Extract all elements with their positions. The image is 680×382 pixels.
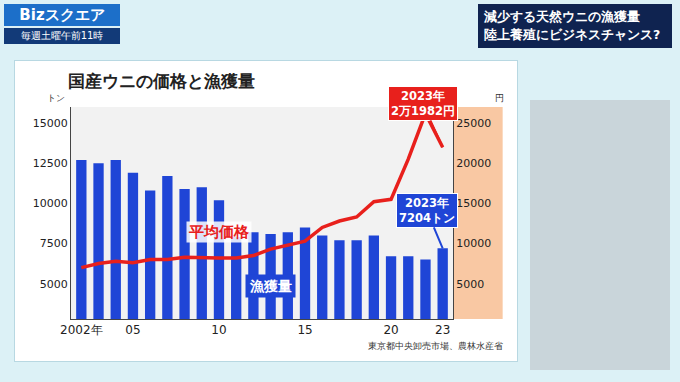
svg-text:2023年7204トン: 2023年7204トン (399, 196, 455, 225)
svg-text:15000: 15000 (33, 117, 68, 130)
svg-text:トン: トン (47, 93, 65, 103)
svg-text:国産ウニの価格と漁獲量: 国産ウニの価格と漁獲量 (68, 71, 255, 91)
svg-text:12500: 12500 (33, 157, 68, 170)
html-text:陸上養殖にビジネスチャンス?: 陸上養殖にビジネスチャンス? (484, 27, 661, 42)
svg-text:円: 円 (495, 93, 504, 103)
html-text:減少する天然ウニの漁獲量: 減少する天然ウニの漁獲量 (484, 9, 640, 24)
svg-text:漁獲量: 漁獲量 (249, 278, 292, 294)
svg-text:5000: 5000 (456, 278, 484, 291)
svg-text:5000: 5000 (40, 278, 68, 291)
svg-text:15000: 15000 (456, 197, 491, 210)
svg-text:25000: 25000 (456, 117, 491, 130)
svg-text:東京都中央卸売市場、農林水産省: 東京都中央卸売市場、農林水産省 (368, 341, 503, 351)
svg-text:平均価格: 平均価格 (188, 223, 250, 241)
svg-text:7500: 7500 (40, 237, 68, 250)
svg-text:10000: 10000 (456, 237, 491, 250)
svg-text:2023年2万1982円: 2023年2万1982円 (391, 89, 455, 118)
svg-text:23: 23 (435, 323, 450, 337)
svg-text:20000: 20000 (456, 157, 491, 170)
svg-text:20: 20 (383, 323, 398, 337)
svg-text:15: 15 (297, 323, 312, 337)
svg-text:2002年: 2002年 (60, 323, 103, 337)
svg-text:10000: 10000 (33, 197, 68, 210)
html-text:毎週土曜午前11時: 毎週土曜午前11時 (20, 30, 104, 41)
html-text:Bizスクエア: Bizスクエア (19, 6, 105, 24)
svg-text:05: 05 (125, 323, 140, 337)
svg-text:10: 10 (211, 323, 226, 337)
